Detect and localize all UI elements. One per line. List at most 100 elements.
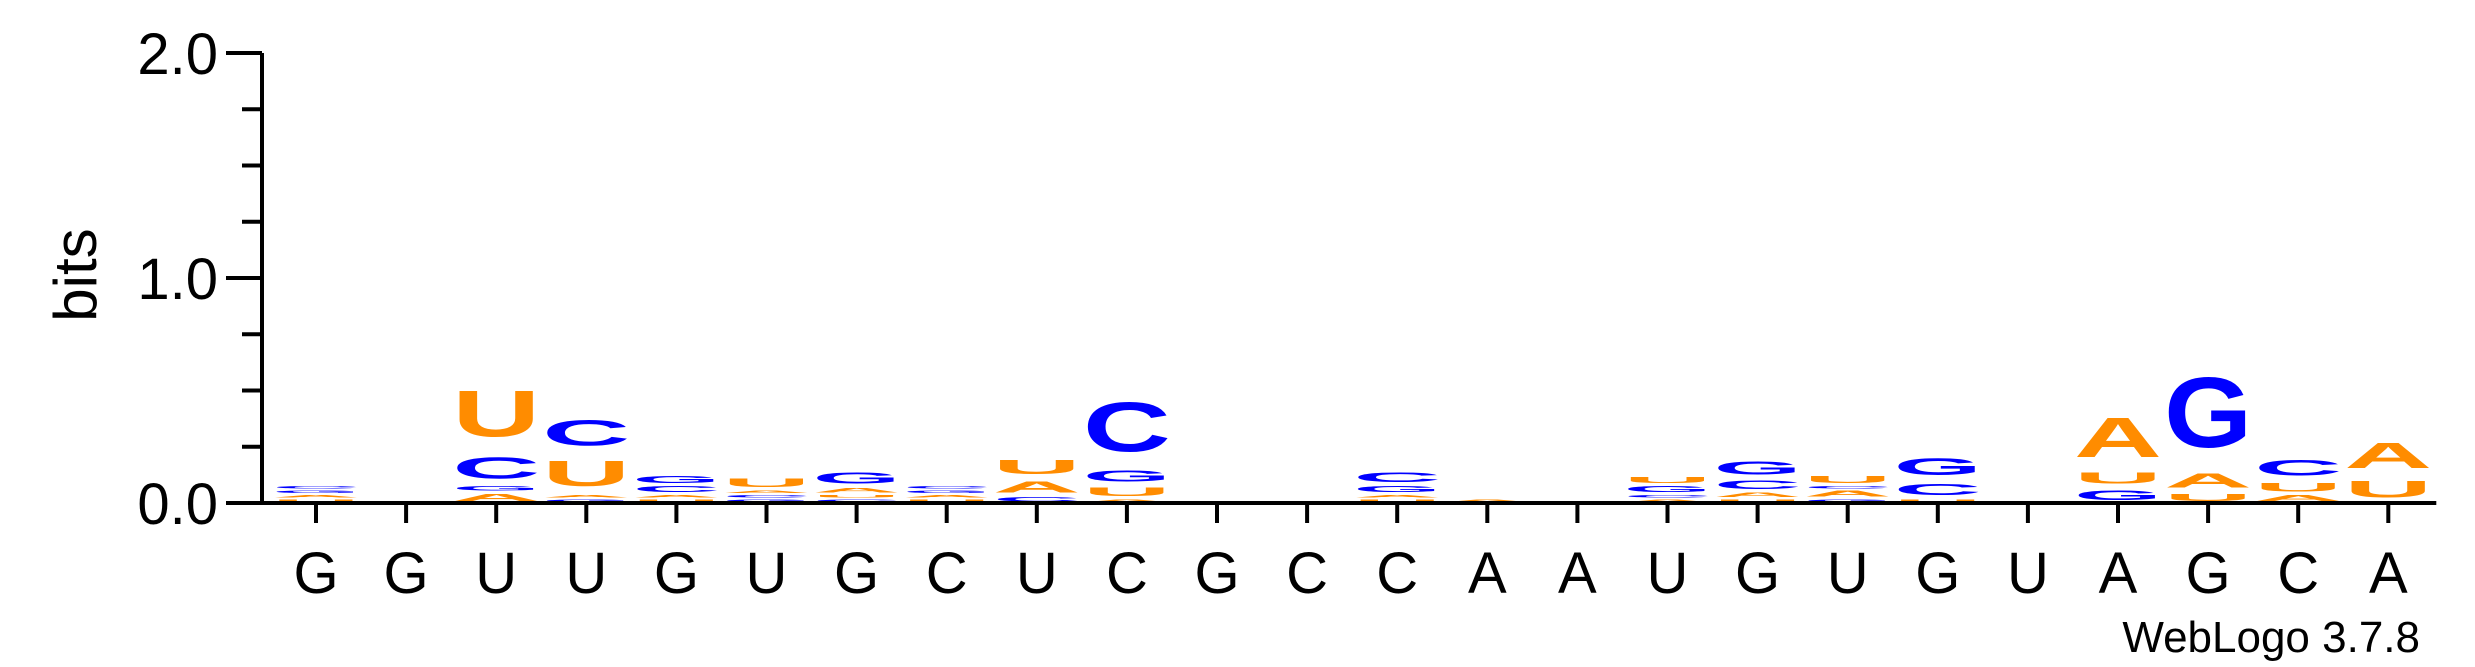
svg-text:G: G — [272, 490, 360, 494]
svg-text:U: U — [1804, 474, 1892, 485]
logo-letter-c: C — [1894, 481, 1982, 499]
svg-text:A: A — [723, 490, 811, 494]
logo-letter-u: U — [2164, 492, 2252, 503]
logo-letter-u: U — [2074, 469, 2162, 487]
svg-text:C: C — [2254, 456, 2342, 481]
svg-text:A: A — [1443, 499, 1531, 503]
logo-letter-u: U — [1353, 499, 1441, 503]
logo-letter-c: C — [272, 485, 360, 489]
x-tick-label: A — [2099, 541, 2138, 606]
svg-text:U: U — [2344, 476, 2432, 503]
x-tick-label: G — [2186, 541, 2231, 606]
x-tick-label: U — [2007, 541, 2049, 606]
svg-text:G: G — [1353, 485, 1441, 494]
svg-text:C: C — [1624, 494, 1712, 498]
svg-text:G: G — [1714, 458, 1802, 478]
logo-letter-u: U — [1624, 476, 1712, 485]
svg-text:G: G — [903, 490, 991, 494]
x-tick-label: G — [1735, 541, 1780, 606]
svg-text:G: G — [1804, 499, 1892, 503]
logo-letter-a: A — [1353, 494, 1441, 498]
logo-letter-c: C — [723, 494, 811, 498]
logo-letter-g: G — [542, 499, 630, 503]
y-tick-label: 0.0 — [137, 472, 218, 537]
svg-text:C: C — [993, 496, 1081, 503]
logo-letter-g: G — [2074, 487, 2162, 503]
logo-letter-g: G — [452, 485, 540, 492]
svg-text:U: U — [993, 456, 1081, 479]
logo-letter-a: A — [813, 487, 901, 494]
logo-letter-g: G — [2164, 356, 2252, 469]
logo-letter-g: G — [272, 490, 360, 494]
svg-text:U: U — [1083, 485, 1171, 498]
svg-text:A: A — [1353, 494, 1441, 498]
svg-text:C: C — [1083, 389, 1171, 467]
logo-letter-g: G — [1083, 467, 1171, 485]
x-tick-label: U — [1016, 541, 1058, 606]
logo-letter-a: A — [993, 478, 1081, 496]
svg-text:A: A — [2254, 494, 2342, 503]
svg-text:U: U — [452, 377, 540, 451]
y-axis: 0.0 1.0 2.0 — [137, 22, 264, 537]
logo-letter-u: U — [2344, 476, 2432, 503]
logo-letter-g: G — [1714, 458, 1802, 478]
logo-letter-a: A — [1443, 499, 1531, 503]
svg-text:U: U — [632, 499, 720, 503]
logo-letter-u: U — [2254, 481, 2342, 494]
svg-text:A: A — [452, 492, 540, 503]
logo-letter-c: C — [1804, 485, 1892, 489]
y-axis-label: bits — [42, 228, 109, 321]
x-tick-label: G — [654, 541, 699, 606]
svg-text:U: U — [1624, 476, 1712, 485]
logo-letter-a: A — [542, 494, 630, 498]
svg-text:C: C — [272, 485, 360, 489]
logo-letter-a: A — [2164, 469, 2252, 492]
logo-letter-a: A — [1624, 499, 1712, 503]
svg-text:C: C — [452, 451, 540, 485]
x-tick-label: G — [1194, 541, 1239, 606]
x-tick-label: A — [2369, 541, 2408, 606]
svg-text:A: A — [542, 494, 630, 498]
logo-letter-c: C — [903, 485, 991, 489]
svg-text:G: G — [542, 499, 630, 503]
svg-text:G: G — [2164, 356, 2252, 469]
logo-letter-g: G — [903, 490, 991, 494]
credit-label: WebLogo 3.7.8 — [2122, 613, 2420, 662]
logo-letter-g: G — [1624, 485, 1712, 494]
logo-letter-a: A — [1804, 490, 1892, 499]
logo-letter-a: A — [903, 494, 991, 498]
x-tick-label: C — [1286, 541, 1328, 606]
svg-text:C: C — [542, 413, 630, 453]
svg-text:A: A — [632, 494, 720, 498]
svg-text:C: C — [1894, 481, 1982, 499]
svg-text:C: C — [1804, 485, 1892, 489]
logo-letter-a: A — [272, 494, 360, 498]
logo-letter-c: C — [542, 413, 630, 453]
svg-text:A: A — [993, 478, 1081, 496]
x-tick-label: U — [1827, 541, 1869, 606]
logo-letter-u: U — [452, 377, 540, 451]
x-tick-label: C — [1106, 541, 1148, 606]
svg-text:A: A — [1804, 490, 1892, 499]
logo-letter-u: U — [632, 499, 720, 503]
x-tick-label: G — [834, 541, 879, 606]
svg-text:U: U — [2254, 481, 2342, 494]
svg-text:A: A — [903, 494, 991, 498]
logo-letter-g: G — [1804, 499, 1892, 503]
logo-letter-u: U — [272, 499, 360, 503]
logo-letter-a: A — [2344, 436, 2432, 476]
logo-letter-a: A — [2254, 494, 2342, 503]
logo-letter-u: U — [1894, 499, 1982, 503]
logo-letter-g: G — [1894, 454, 1982, 481]
logo-letter-a: A — [723, 490, 811, 494]
svg-text:C: C — [1714, 478, 1802, 491]
logo-letter-u: U — [813, 494, 901, 498]
logo-letter-u: U — [903, 499, 991, 503]
logo-letter-a: A — [1083, 499, 1171, 503]
logo-letter-c: C — [1714, 478, 1802, 491]
x-tick-label: C — [2277, 541, 2319, 606]
svg-text:U: U — [1353, 499, 1441, 503]
logo-letter-u: U — [542, 454, 630, 494]
